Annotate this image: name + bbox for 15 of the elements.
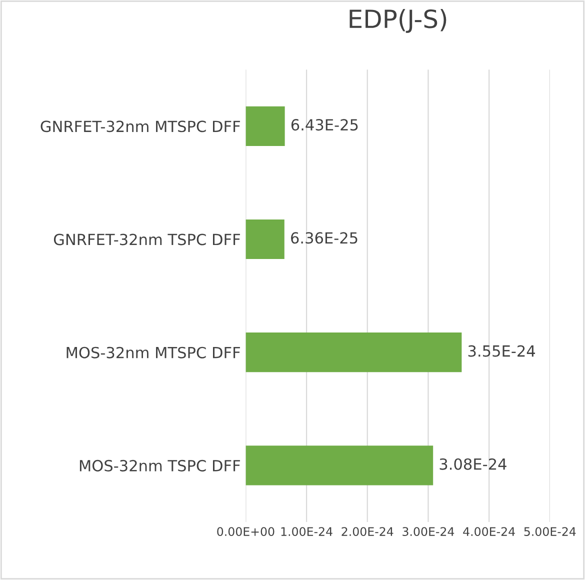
y-tick-label: MOS-32nm TSPC DFF [80, 460, 240, 472]
data-label: 3.08E-24 [440, 458, 506, 470]
x-tick-label: 5.00E-24 [524, 527, 576, 536]
x-tick-label: 4.00E-24 [463, 527, 515, 536]
chart-title: EDP(J-S) [350, 8, 446, 33]
y-tick-label: GNRFET-32nm TSPC DFF [54, 234, 240, 246]
x-tick-label: 1.00E-24 [281, 527, 332, 536]
x-tick-label: 3.00E-24 [402, 527, 454, 536]
y-tick-label: GNRFET-32nm MTSPC DFF [40, 120, 240, 132]
data-label: 3.55E-24 [468, 345, 536, 357]
x-tick-label: 0.00E+00 [217, 527, 274, 536]
data-label: 6.43E-25 [291, 119, 358, 131]
y-tick-label: MOS-32nm MTSPC DFF [66, 346, 240, 358]
data-label: 6.36E-25 [291, 232, 358, 244]
x-tick-label: 2.00E-24 [342, 527, 394, 536]
